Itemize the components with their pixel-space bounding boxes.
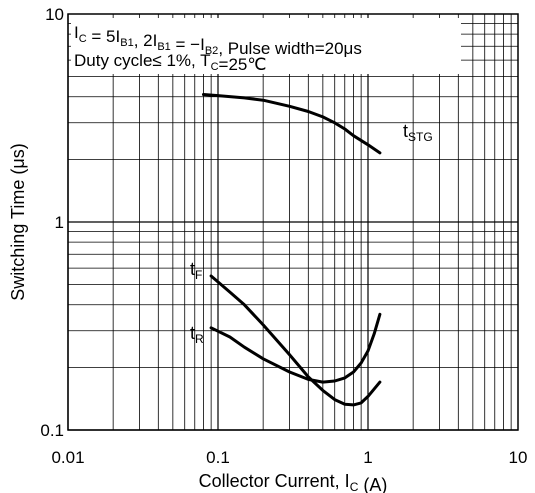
series-line-tr <box>209 312 382 384</box>
y-tick-label: 10 <box>45 5 64 24</box>
y-tick-label: 0.1 <box>40 421 64 440</box>
series-label-tr: tR <box>190 323 204 346</box>
annotation-line-1: IC = 5IB1, 2IB1 = −IB2, Pulse width=20μs <box>74 23 362 58</box>
x-tick-label: 0.01 <box>51 448 84 467</box>
series-label-tf: tF <box>190 259 202 282</box>
x-tick-label: 0.1 <box>206 448 230 467</box>
grid-lines <box>67 14 518 431</box>
series-label-tstg: tSTG <box>403 121 433 144</box>
x-axis-title: Collector Current, IC (A) <box>199 471 388 493</box>
x-tick-labels: 0.01 0.1 1 10 <box>51 448 527 467</box>
y-tick-label: 1 <box>55 213 64 232</box>
y-tick-labels: 0.1 1 10 <box>40 5 64 440</box>
series-line-tstg <box>202 93 382 155</box>
x-tick-label: 1 <box>363 448 372 467</box>
annotation-line-2: Duty cycle≤ 1%, TC=25℃ <box>74 51 266 74</box>
series-layer <box>202 93 382 407</box>
y-axis-title: Switching Time (μs) <box>8 143 28 300</box>
x-tick-label: 10 <box>509 448 528 467</box>
annotation-background <box>71 18 461 74</box>
series-line-tf <box>209 274 382 407</box>
plot-frame <box>67 13 519 431</box>
series-labels: tSTG tF tR <box>190 121 433 346</box>
